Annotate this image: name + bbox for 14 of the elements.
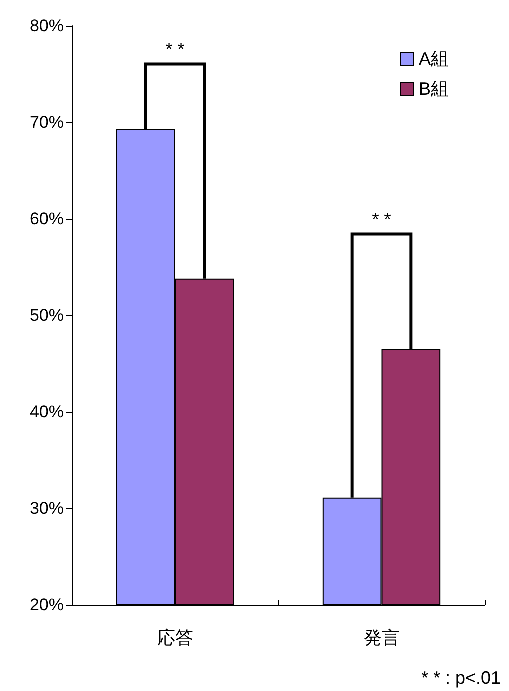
- x-tick-label: 応答: [157, 628, 194, 648]
- legend-label: B組: [418, 79, 450, 99]
- y-tick-label: 40%: [30, 402, 64, 422]
- y-tick-label: 60%: [30, 210, 64, 228]
- x-tick-label: 発言: [364, 628, 400, 648]
- y-tick-label: 30%: [30, 499, 64, 518]
- y-tick-label: 70%: [30, 113, 64, 132]
- text: * * : p<.01: [421, 668, 502, 688]
- annotation: * *: [166, 39, 185, 60]
- annotation: * *: [372, 209, 392, 230]
- y-tick-label: 50%: [30, 306, 64, 325]
- y-tick-label: 80%: [30, 16, 64, 36]
- legend-label: A組: [418, 49, 450, 69]
- y-tick-label: 20%: [30, 596, 64, 614]
